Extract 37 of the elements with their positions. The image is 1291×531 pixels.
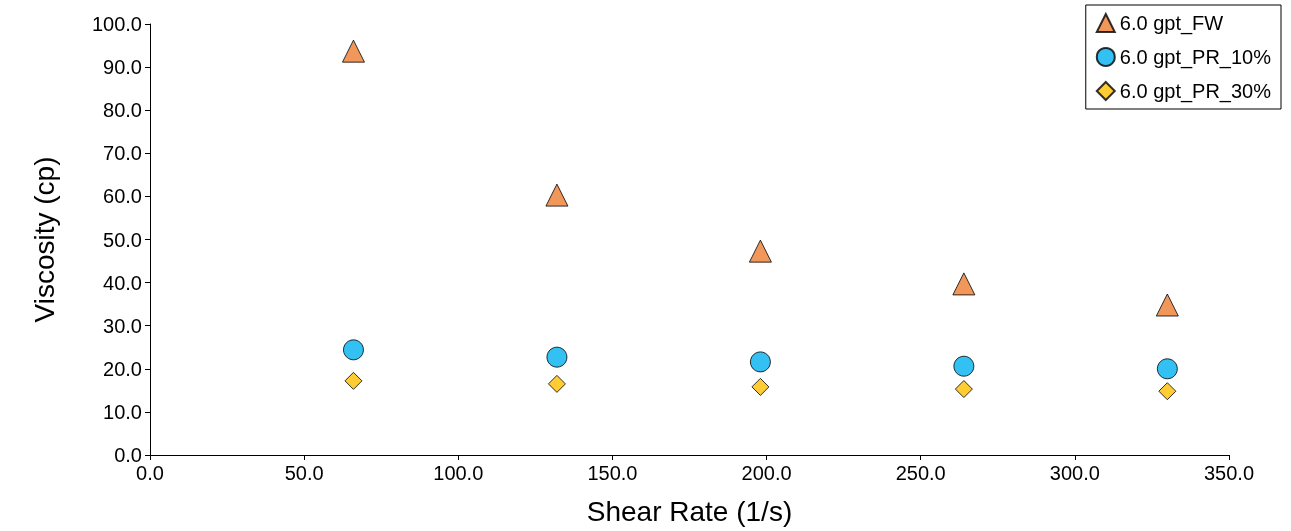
x-tick-label: 350.0 <box>1203 462 1255 484</box>
point <box>1158 382 1177 401</box>
y-axis-title: Viscosity (cp) <box>28 156 60 323</box>
x-tick-label: 250.0 <box>895 462 946 484</box>
x-tick-label: 100.0 <box>433 462 484 484</box>
point <box>748 239 772 263</box>
x-tick-label: 300.0 <box>1049 462 1100 484</box>
point <box>1155 293 1179 317</box>
point <box>1156 358 1178 380</box>
y-tick-label: 20.0 <box>103 357 142 380</box>
legend-label: 6.0 gpt_PR_30% <box>1119 80 1272 103</box>
point <box>547 374 566 393</box>
x-axis-title: Shear Rate (1/s) <box>586 495 793 527</box>
point <box>545 183 569 207</box>
y-tick-label: 90.0 <box>103 56 142 79</box>
y-tick-label: 30.0 <box>103 314 142 337</box>
point <box>546 346 568 368</box>
point <box>751 377 770 396</box>
point <box>749 351 771 373</box>
legend-label: 6.0 gpt_FW <box>1119 12 1224 35</box>
point <box>954 380 973 399</box>
y-tick-label: 100.0 <box>91 13 142 35</box>
point <box>344 371 363 390</box>
y-tick-label: 80.0 <box>103 99 142 122</box>
y-tick-label: 40.0 <box>103 271 142 294</box>
legend-label: 6.0 gpt_PR_10% <box>1119 46 1272 69</box>
x-tick-label: 50.0 <box>284 462 324 484</box>
point <box>952 272 976 296</box>
y-tick-label: 70.0 <box>103 142 142 165</box>
y-tick-label: 60.0 <box>103 185 142 208</box>
y-tick-label: 10.0 <box>103 400 142 423</box>
x-tick-label: 150.0 <box>587 462 638 484</box>
point <box>341 39 365 63</box>
point <box>342 339 364 361</box>
x-tick-label: 200.0 <box>741 462 792 484</box>
y-tick-label: 50.0 <box>103 228 142 251</box>
point <box>953 355 975 377</box>
